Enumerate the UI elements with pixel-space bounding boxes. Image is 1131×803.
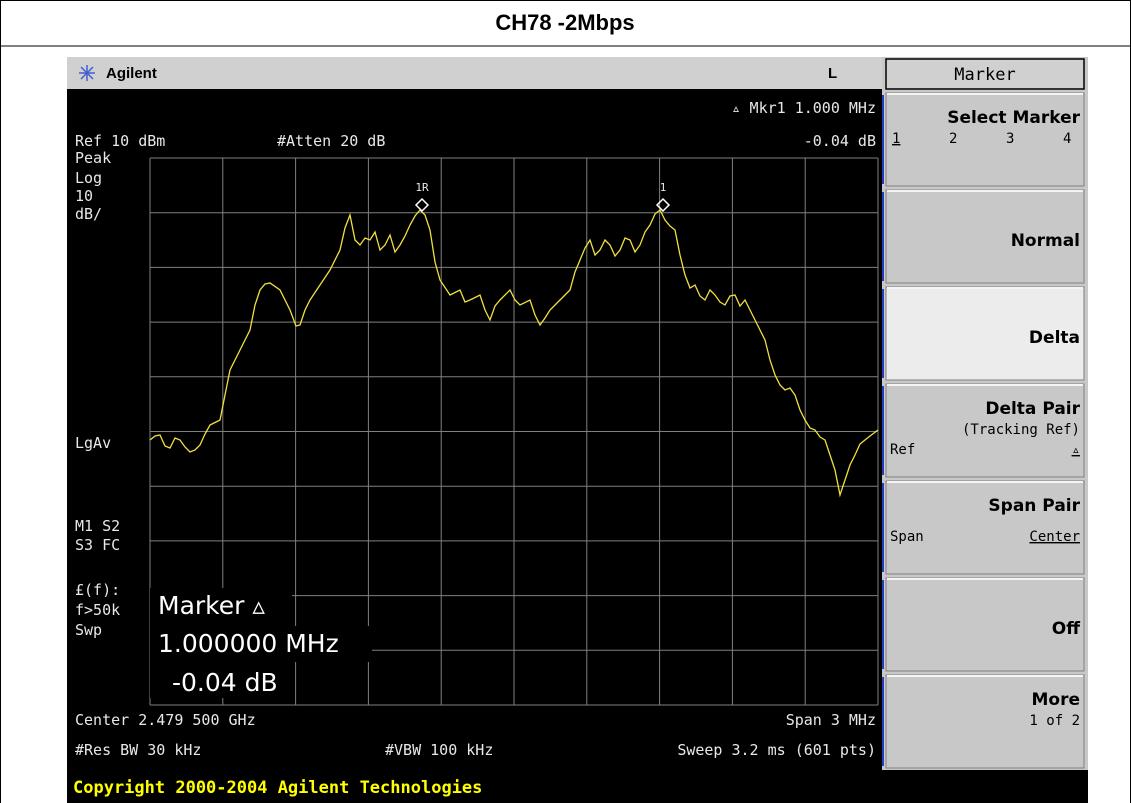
side-label: 10 bbox=[75, 187, 93, 205]
softkey-option: 3 bbox=[1006, 131, 1014, 147]
softkey-sub: (Tracking Ref) bbox=[962, 422, 1080, 438]
side-label: dB/ bbox=[75, 205, 102, 223]
marker-1 bbox=[655, 197, 671, 213]
side-label: M1 S2 bbox=[75, 517, 120, 535]
side-label: £(f): bbox=[75, 581, 120, 599]
softkey-label: Delta bbox=[1029, 328, 1080, 348]
side-label: f>50k bbox=[75, 601, 120, 619]
softkey-label: Delta Pair bbox=[985, 399, 1080, 419]
rbw: #Res BW 30 kHz bbox=[75, 741, 201, 759]
footer-bar bbox=[67, 770, 1088, 803]
trace bbox=[149, 208, 879, 498]
side-label: S3 FC bbox=[75, 536, 120, 554]
side-label: Log bbox=[75, 169, 102, 187]
marker-box-delta: -0.04 dB bbox=[172, 668, 278, 697]
vbw: #VBW 100 kHz bbox=[385, 741, 493, 759]
marker-box-bg bbox=[150, 626, 372, 662]
copyright: Copyright 2000-2004 Agilent Technologies bbox=[73, 778, 482, 798]
center-freq: Center 2.479 500 GHz bbox=[75, 711, 256, 729]
header-title: CH78 -2Mbps bbox=[495, 10, 634, 35]
menu-title: Marker bbox=[954, 65, 1015, 85]
ref-level: Ref 10 dBm bbox=[75, 132, 165, 150]
logo bbox=[79, 65, 95, 81]
softkey-label: Off bbox=[1052, 619, 1080, 639]
top-bar bbox=[67, 57, 882, 89]
marker-readout: ▵ Mkr1 1.000 MHz bbox=[732, 99, 877, 117]
side-label: LgAv bbox=[75, 434, 111, 452]
side-label: Swp bbox=[75, 621, 102, 639]
softkey-left: Span bbox=[890, 529, 924, 545]
sweep: Sweep 3.2 ms (601 pts) bbox=[677, 741, 876, 759]
softkey-label: Select Marker bbox=[947, 108, 1080, 128]
softkey-right: ▵ bbox=[1072, 442, 1080, 458]
side-label: Peak bbox=[75, 149, 111, 167]
softkey[interactable] bbox=[885, 480, 1085, 575]
menu-title-box bbox=[885, 58, 1085, 90]
marker-box-freq: 1.000000 MHz bbox=[158, 629, 339, 658]
marker-box-title: Marker ▵ bbox=[158, 591, 265, 620]
softkey-option: 4 bbox=[1063, 131, 1071, 147]
softkey[interactable] bbox=[885, 674, 1085, 769]
softkey-option: 2 bbox=[949, 131, 957, 147]
softkey-sub: 1 of 2 bbox=[1029, 713, 1080, 729]
softkey[interactable] bbox=[885, 189, 1085, 284]
brand: Agilent bbox=[106, 65, 157, 82]
softkey[interactable] bbox=[885, 92, 1085, 187]
softkey-label: More bbox=[1031, 690, 1080, 710]
attenuation: #Atten 20 dB bbox=[277, 132, 385, 150]
status: L bbox=[828, 65, 837, 82]
softkey-left: Ref bbox=[890, 442, 915, 458]
marker-1r bbox=[414, 197, 430, 213]
marker-delta: -0.04 dB bbox=[804, 132, 876, 150]
softkey-option: 1 bbox=[892, 131, 900, 147]
marker-label: 1R bbox=[415, 181, 429, 194]
softkey-right: Center bbox=[1029, 529, 1080, 545]
softkey[interactable] bbox=[885, 286, 1085, 381]
softkey[interactable] bbox=[885, 577, 1085, 672]
marker-label: 1 bbox=[660, 181, 667, 194]
softkey[interactable] bbox=[885, 383, 1085, 478]
softkey-label: Span Pair bbox=[988, 496, 1080, 516]
softkey-label: Normal bbox=[1011, 231, 1080, 251]
span: Span 3 MHz bbox=[786, 711, 876, 729]
